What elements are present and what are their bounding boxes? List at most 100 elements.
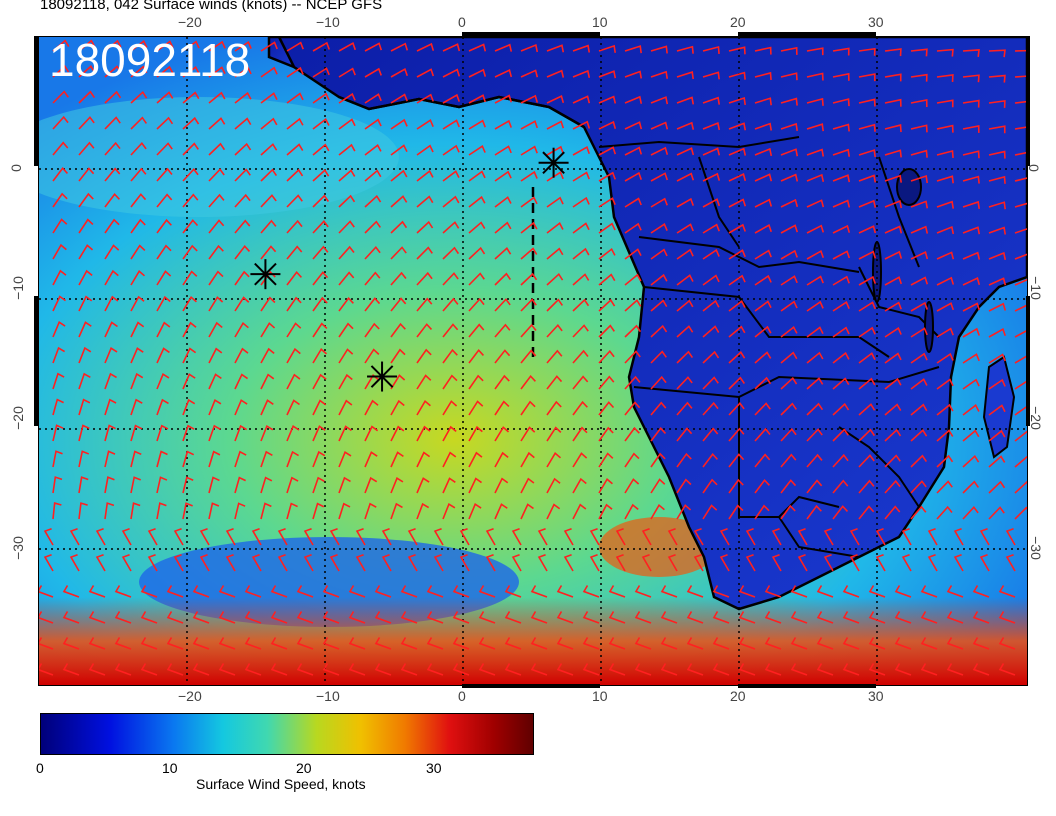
wind-barb [598,146,617,156]
wind-barb [816,585,834,598]
wind-barb [894,663,912,676]
wind-barb [780,46,798,55]
wind-barb [953,527,964,546]
wind-barb [858,326,876,338]
wind-barb [416,220,434,234]
wind-barb [806,72,824,81]
wind-barb [598,298,616,312]
wind-barb [572,247,590,260]
wind-barb [702,71,720,80]
colorbar-tick: 0 [36,760,44,776]
wind-barb [182,347,197,364]
wind-barb [208,321,223,338]
wind-barb [1005,527,1016,546]
wind-barb [468,170,486,182]
wind-barb [511,553,522,572]
wind-barb [624,45,642,54]
wind-barb [780,376,798,390]
wind-barb [478,611,496,624]
wind-barb [712,611,730,624]
wind-barb [676,325,694,338]
wind-barb [702,427,719,442]
wind-barb [728,274,746,286]
wind-barb [208,219,225,234]
wind-barb [624,452,640,468]
wind-barb [364,476,378,494]
wind-barb [797,553,808,572]
wind-barb [156,244,172,260]
wind-barb [114,637,132,650]
wind-barb [208,398,222,416]
wind-barb [764,611,782,624]
star-marker [538,147,569,178]
frame-scale-bar [462,684,600,688]
wind-barb [468,221,486,234]
wind-barb [728,453,745,468]
wind-barb [407,553,418,572]
wind-barb [936,302,955,312]
wind-barb [676,223,694,234]
wind-barb [234,66,252,78]
wind-barb [260,399,274,416]
wind-barb [884,225,903,234]
wind-barb [494,323,511,338]
wind-barb [572,44,591,53]
wind-barb [286,476,299,494]
wind-barb [754,453,771,468]
wind-barb [901,553,912,572]
wind-barb [364,245,381,260]
wind-barb [962,404,980,416]
wind-barb [104,502,115,520]
wind-barb [312,450,326,468]
wind-barb [390,169,408,182]
wind-barb [104,90,122,104]
wind-barb [69,527,80,546]
wind-barb [52,90,69,104]
wind-barb [485,527,496,546]
wind-barb [702,504,718,520]
wind-barb [329,527,340,546]
wind-barb [364,297,381,312]
wind-barb [546,426,562,442]
wind-barb [624,401,641,416]
wind-barb [182,476,194,494]
wind-barb [832,402,850,416]
wind-barb [530,663,548,676]
wind-barb [650,452,666,468]
wind-barb [244,663,262,676]
wind-barb [416,297,433,312]
wind-barb [156,424,169,442]
wind-barb [355,553,366,572]
wind-barb [442,425,457,442]
wind-barb [199,553,210,572]
wind-barb [130,450,142,468]
wind-barb [494,247,512,260]
wind-barb [270,637,288,650]
wind-barb [884,352,902,364]
wind-barb [104,347,118,364]
wind-barb [381,553,392,572]
wind-barb [452,663,470,676]
wind-barb [166,611,184,624]
wind-barb [823,553,834,572]
wind-barb [494,426,510,442]
wind-barb [468,323,485,338]
wind-barb [806,377,824,390]
wind-barb [832,275,850,286]
wind-barb [780,249,798,260]
wind-barb [667,553,678,572]
wind-barb [1014,202,1027,208]
wind-barb [312,92,330,104]
wind-barb [546,452,562,468]
lon-tick-bottom: 0 [458,688,466,704]
wind-barb [936,454,954,468]
wind-barb [849,553,860,572]
wind-barb [156,502,167,520]
wind-barb [988,175,1006,184]
wind-barb [39,663,54,676]
wind-barb [416,502,430,520]
wind-barb [338,451,352,468]
wind-barb [780,402,797,416]
wind-barb [972,585,990,598]
wind-barb [988,404,1006,416]
